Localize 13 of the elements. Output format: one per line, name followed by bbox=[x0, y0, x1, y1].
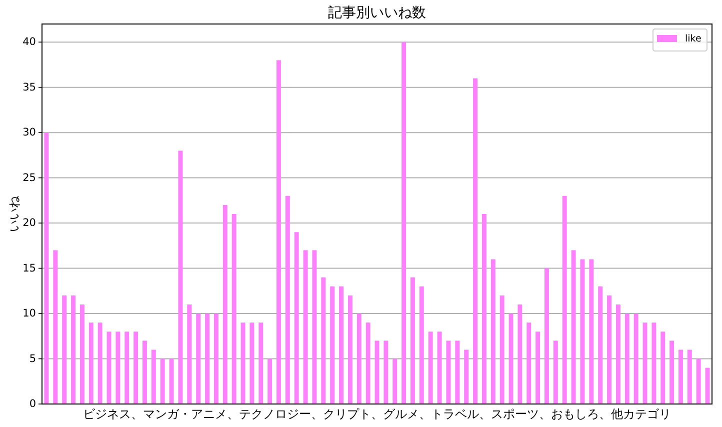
y-axis-title: いいね bbox=[7, 196, 21, 232]
y-tick-label: 20 bbox=[22, 217, 36, 230]
y-tick-label: 40 bbox=[22, 36, 36, 48]
y-tick-label: 30 bbox=[22, 126, 36, 139]
y-tick-label: 25 bbox=[22, 172, 36, 184]
y-tick-label: 0 bbox=[29, 398, 36, 410]
y-tick-label: 35 bbox=[22, 81, 36, 94]
y-tick-label: 5 bbox=[29, 352, 36, 365]
y-tick-label: 15 bbox=[22, 262, 36, 274]
title: 記事別いいね数 bbox=[328, 5, 426, 21]
legend-label: like bbox=[685, 34, 702, 44]
y-tick-label: 10 bbox=[22, 308, 36, 320]
x-axis-title: ビジネス、マンガ・アニメ、テクノロジー、クリプト、グルメ、トラベル、スポーツ、おもしろ、他カテゴリ bbox=[83, 407, 671, 421]
